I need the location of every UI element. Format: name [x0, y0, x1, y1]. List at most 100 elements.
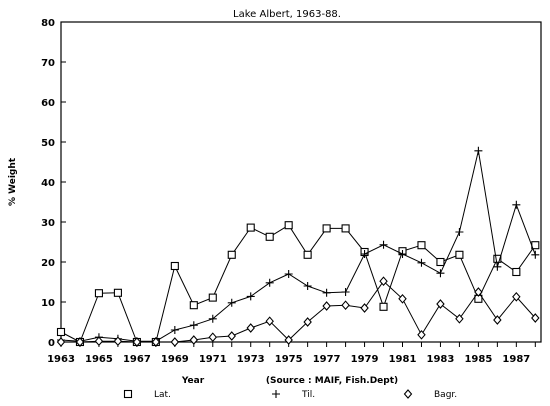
data-point-bagr — [265, 316, 274, 327]
data-point-bagr — [94, 336, 104, 347]
data-point-bagr — [246, 323, 255, 333]
data-point-bagr — [474, 287, 483, 297]
data-point-lat — [417, 241, 426, 250]
y-tick-label: 80 — [41, 18, 55, 29]
y-tick-label: 40 — [41, 178, 55, 189]
x-tick-label: 1969 — [161, 354, 189, 365]
x-tick-label: 1965 — [85, 354, 113, 365]
x-tick-label: 1971 — [199, 354, 227, 365]
data-point-bagr — [341, 300, 350, 311]
series-lat — [56, 221, 540, 347]
data-point-lat — [189, 301, 198, 310]
data-point-lat — [303, 250, 312, 259]
data-point-lat — [170, 261, 179, 271]
data-point-lat — [227, 250, 236, 259]
data-point-lat — [265, 232, 274, 241]
y-tick-label: 60 — [41, 98, 55, 109]
data-point-bagr — [436, 299, 445, 309]
x-tick-label: 1973 — [237, 354, 265, 365]
data-point-bagr — [398, 293, 407, 304]
plot-frame — [60, 21, 542, 343]
data-point-til — [189, 321, 198, 330]
data-point-lat — [56, 327, 66, 337]
legend-label-lat: Lat. — [154, 390, 171, 400]
data-point-til — [455, 228, 464, 236]
data-point-bagr — [113, 336, 123, 347]
data-point-til — [284, 270, 293, 278]
data-point-bagr — [360, 303, 369, 313]
y-tick-label: 20 — [41, 258, 55, 269]
data-point-bagr — [170, 337, 180, 347]
x-tick-label: 1967 — [123, 354, 151, 365]
data-point-bagr — [151, 337, 161, 347]
y-tick-label: 10 — [41, 298, 55, 309]
data-point-lat — [512, 267, 521, 277]
data-point-til — [265, 278, 274, 287]
x-axis: 1963 1965 1967 1969 1971 1973 1975 1977 1979 1981… — [47, 342, 536, 365]
data-point-bagr — [417, 329, 426, 340]
data-point-til — [170, 326, 179, 334]
chart-title: Lake Albert, 1963-88. — [233, 9, 341, 20]
data-point-bagr — [493, 315, 502, 325]
data-point-lat — [341, 224, 350, 233]
data-point-til — [322, 288, 331, 297]
y-tick-label: 70 — [41, 58, 55, 69]
data-point-til — [531, 250, 540, 259]
y-axis: 0 10 20 30 40 50 60 70 80 — [41, 18, 66, 349]
data-point-bagr — [189, 335, 199, 345]
legend-marker-til — [272, 390, 280, 398]
x-tick-label: 1963 — [47, 354, 75, 365]
data-point-til — [246, 292, 255, 301]
y-tick-label: 50 — [41, 138, 55, 149]
data-point-bagr — [512, 291, 521, 302]
data-point-til — [474, 146, 483, 155]
legend-label-til: Til. — [301, 390, 315, 400]
x-tick-label: 1985 — [464, 354, 492, 365]
data-point-bagr — [227, 331, 236, 341]
x-tick-label: 1975 — [275, 354, 303, 365]
data-point-lat — [455, 250, 464, 259]
data-point-lat — [284, 221, 293, 230]
series-layer — [56, 146, 540, 347]
data-point-til — [227, 298, 236, 307]
x-tick-label: 1983 — [427, 354, 455, 365]
data-point-lat — [208, 293, 217, 302]
data-point-til — [360, 250, 369, 258]
x-tick-label: 1987 — [502, 354, 530, 365]
legend: Lat. Til. Bagr. — [123, 389, 457, 400]
data-point-lat — [94, 289, 103, 298]
data-point-lat — [493, 254, 502, 263]
data-point-bagr — [322, 301, 331, 311]
y-tick-label: 30 — [41, 218, 55, 229]
series-line-lat — [60, 224, 536, 343]
data-point-bagr — [132, 337, 142, 347]
data-point-til — [436, 269, 445, 278]
data-point-til — [417, 258, 426, 267]
data-point-bagr — [284, 335, 293, 345]
data-point-lat — [436, 257, 445, 267]
data-point-bagr — [56, 337, 66, 347]
series-line-bagr — [61, 280, 536, 343]
data-point-til — [208, 314, 217, 323]
legend-label-bagr: Bagr. — [434, 390, 457, 400]
data-point-til — [341, 288, 350, 296]
data-point-bagr — [75, 337, 85, 347]
x-tick-label: 1977 — [313, 354, 341, 365]
data-point-bagr — [303, 317, 312, 327]
legend-marker-bagr — [403, 389, 413, 399]
data-point-lat — [113, 288, 122, 297]
legend-marker-lat — [123, 389, 133, 399]
data-point-til — [512, 200, 521, 209]
data-point-lat — [379, 302, 388, 311]
y-axis-label: % Weight — [8, 157, 18, 206]
series-bagr — [56, 276, 540, 347]
data-point-til — [398, 250, 407, 258]
data-point-bagr — [208, 332, 218, 343]
data-point-lat — [246, 223, 255, 232]
series-til — [57, 146, 540, 346]
data-point-til — [379, 240, 388, 249]
data-point-bagr — [455, 313, 464, 324]
x-tick-label: 1979 — [351, 354, 379, 365]
data-point-lat — [322, 224, 331, 233]
